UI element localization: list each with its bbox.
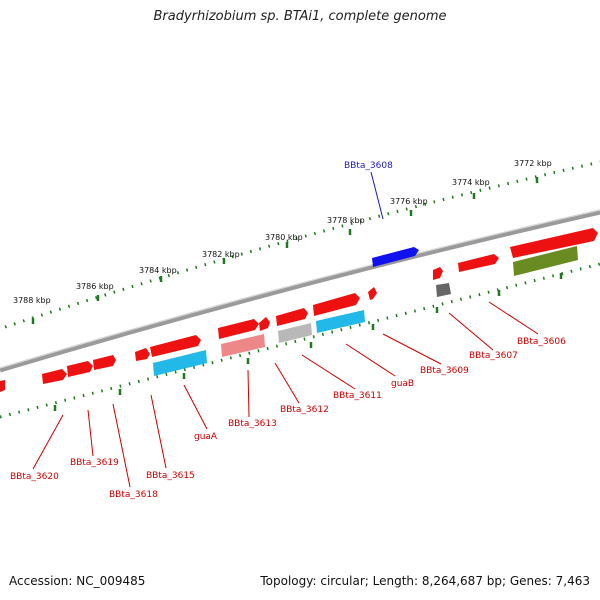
gene-red [313, 293, 360, 316]
gene-bbta-3612 [278, 323, 312, 343]
gene-label: guaB [391, 379, 414, 389]
gene-red [67, 361, 93, 377]
scale-label: 3786 kbp [76, 282, 114, 291]
gene-label: BBta_3611 [333, 391, 382, 401]
gene-label: BBta_3620 [10, 472, 59, 482]
gene-label: BBta_3607 [469, 351, 518, 361]
scale-label: 3774 kbp [452, 178, 490, 187]
gene-label: BBta_3609 [420, 366, 469, 376]
gene-red [218, 319, 259, 339]
scale-label: 3772 kbp [514, 159, 552, 168]
topology-text: Topology: circular; Length: 8,264,687 bp… [260, 574, 590, 588]
gene-label: BBta_3608 [344, 161, 393, 171]
gene-label: BBta_3619 [70, 458, 119, 468]
gene-red [93, 355, 116, 370]
gene-label: BBta_3613 [228, 419, 277, 429]
scale-label: 3776 kbp [390, 197, 428, 206]
gene-red [458, 254, 499, 272]
gene-bbta-3607 [436, 283, 451, 297]
outer-genes [0, 228, 598, 392]
gene-red [135, 348, 150, 361]
inner-tick-ring [0, 262, 600, 419]
gene-bbta-3606 [513, 246, 578, 276]
genome-title: Bradyrhizobium sp. BTAi1, complete genom… [153, 9, 447, 24]
gene-label: guaA [194, 432, 218, 442]
gene-label: BBta_3606 [517, 337, 566, 347]
gene-label: BBta_3612 [280, 405, 329, 415]
gene-red [433, 267, 443, 280]
scale-label: 3778 kbp [327, 216, 365, 225]
gene-red [368, 287, 377, 300]
genome-backbone [0, 209, 600, 373]
scale-label: 3788 kbp [13, 296, 51, 305]
gene-label: BBta_3615 [146, 471, 195, 481]
gene-red [42, 369, 67, 384]
leader-lines [32, 171, 539, 488]
gene-red [150, 335, 201, 357]
gene-bbta-3608 [372, 247, 419, 267]
inner-major-ticks [53, 273, 563, 411]
gene-labels: BBta_3608 BBta_3606 BBta_3607 BBta_3609 … [10, 161, 566, 500]
gene-red [259, 317, 270, 331]
gene-red [0, 380, 5, 392]
gene-bbta-3606-red [510, 228, 598, 258]
gene-guaa [153, 350, 207, 376]
inner-genes [153, 246, 578, 376]
gene-bbta-3613 [221, 334, 265, 357]
gene-label: BBta_3618 [109, 490, 158, 500]
outer-major-ticks [31, 177, 539, 324]
scale-label: 3780 kbp [265, 233, 303, 242]
outer-tick-ring [4, 160, 600, 329]
scale-label: 3782 kbp [202, 250, 240, 259]
gene-bbta-3609 [316, 310, 365, 333]
gene-red [276, 308, 308, 326]
scale-label: 3784 kbp [139, 266, 177, 275]
accession-text: Accession: NC_009485 [9, 574, 146, 588]
scale-labels: 3788 kbp 3786 kbp 3784 kbp 3782 kbp 3780… [13, 159, 552, 305]
